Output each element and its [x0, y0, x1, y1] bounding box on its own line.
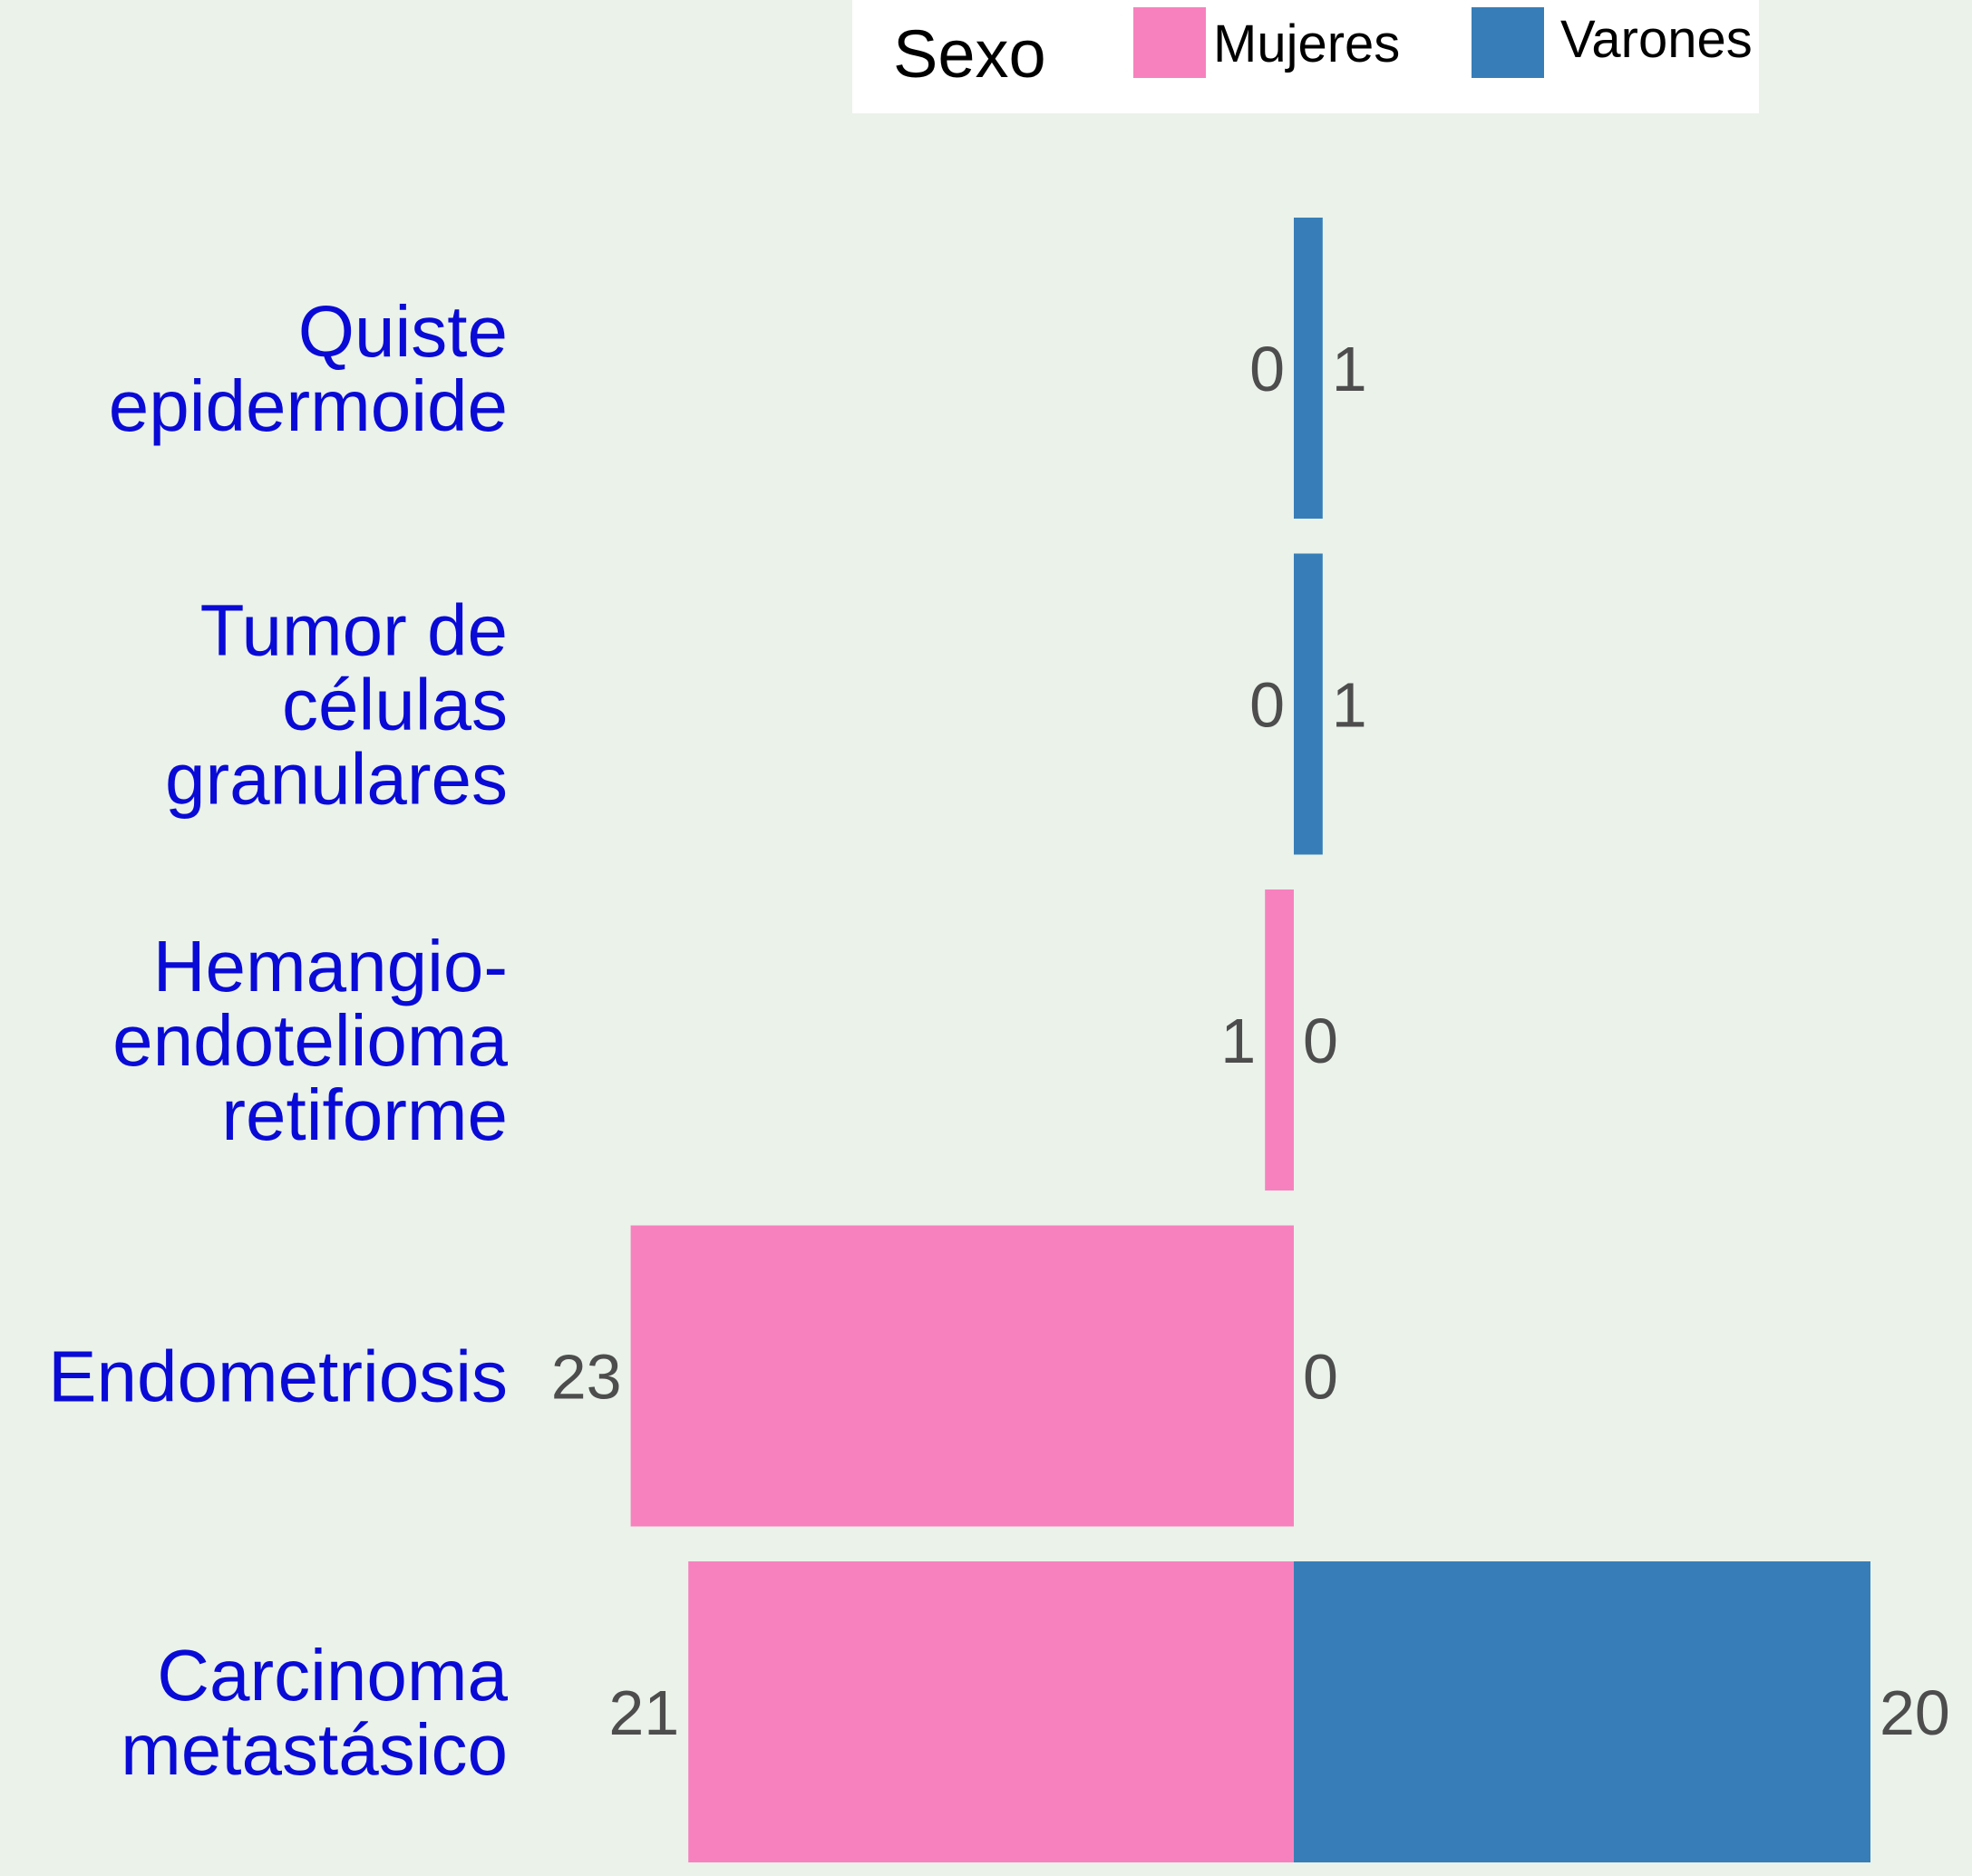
category-label-hemangio-endotelioma-retiforme: Hemangio-endotelioma retiforme — [112, 926, 508, 1155]
bar-varones-quiste-epidermoide — [1294, 218, 1323, 519]
legend-swatch-mujeres — [1133, 7, 1206, 78]
bar-mujeres-endometriosis — [630, 1225, 1294, 1527]
bar-mujeres-carcinoma-metastasico — [688, 1561, 1294, 1862]
category-label-quiste-epidermoide: Quiste epidermoide — [109, 291, 508, 446]
value-label-mujeres-carcinoma-metastasico: 21 — [608, 1677, 679, 1748]
legend-swatch-varones — [1472, 7, 1544, 78]
legend-label-varones: Varones — [1560, 10, 1753, 69]
bar-mujeres-hemangio-endotelioma-retiforme — [1265, 889, 1294, 1191]
legend-background — [852, 0, 1759, 113]
category-label-tumor-de-celulas-granulares: Tumor de células granulares — [165, 590, 508, 820]
value-label-varones-tumor-de-celulas-granulares: 1 — [1332, 670, 1367, 741]
bar-varones-carcinoma-metastasico — [1294, 1561, 1870, 1862]
value-label-varones-hemangio-endotelioma-retiforme: 0 — [1303, 1006, 1338, 1076]
value-label-mujeres-hemangio-endotelioma-retiforme: 1 — [1220, 1006, 1256, 1076]
legend: Sexo Mujeres Varones — [852, 0, 1759, 113]
category-label-endometriosis: Endometriosis — [48, 1337, 508, 1417]
legend-title: Sexo — [893, 16, 1046, 92]
legend-label-mujeres: Mujeres — [1213, 15, 1400, 73]
bar-varones-tumor-de-celulas-granulares — [1294, 553, 1323, 855]
value-label-varones-quiste-epidermoide: 1 — [1332, 334, 1367, 404]
bars — [630, 218, 1870, 1862]
value-label-mujeres-tumor-de-celulas-granulares: 0 — [1249, 670, 1285, 741]
value-label-varones-carcinoma-metastasico: 20 — [1880, 1677, 1950, 1748]
value-labels: 0 10 11 023 021 20 — [551, 334, 1950, 1748]
value-label-mujeres-endometriosis: 23 — [551, 1342, 622, 1413]
category-labels: Quiste epidermoide Tumor de células granular… — [48, 291, 508, 1790]
category-label-carcinoma-metastasico: Carcinoma metastásico — [121, 1635, 508, 1790]
value-label-varones-endometriosis: 0 — [1303, 1342, 1338, 1413]
value-label-mujeres-quiste-epidermoide: 0 — [1249, 334, 1285, 404]
